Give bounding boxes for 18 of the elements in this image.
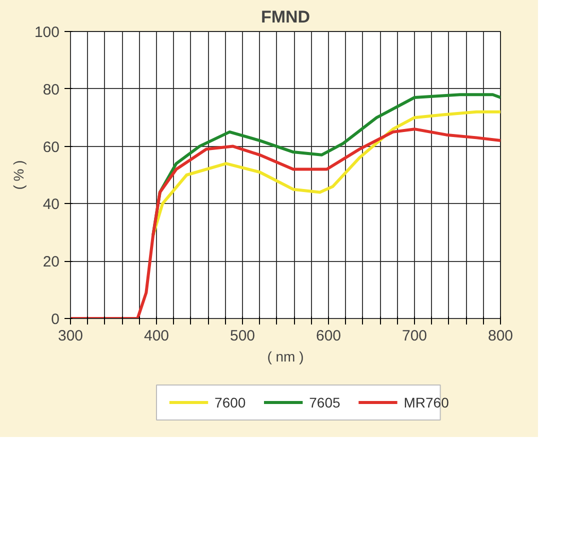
y-axis-title: ( % ) [10, 160, 26, 190]
x-tick-label: 600 [316, 328, 342, 344]
y-tick-label: 100 [34, 24, 60, 41]
x-tick-label: 400 [144, 328, 170, 344]
x-axis-title: ( nm ) [267, 348, 304, 364]
y-tick-label: 0 [51, 311, 60, 328]
legend-label: MR760 [404, 394, 450, 410]
x-tick-label: 300 [58, 328, 84, 344]
x-tick-label: 800 [488, 328, 514, 344]
y-tick-label: 60 [42, 138, 60, 156]
legend-label: 7605 [309, 394, 341, 410]
y-tick-label: 80 [42, 81, 60, 98]
x-tick-label: 700 [402, 328, 428, 344]
y-tick-label: 40 [42, 196, 60, 214]
chart-title: FMND [260, 8, 310, 26]
legend-label: 7600 [214, 394, 246, 410]
x-tick-label: 500 [230, 328, 256, 344]
y-tick-label: 20 [42, 254, 60, 271]
